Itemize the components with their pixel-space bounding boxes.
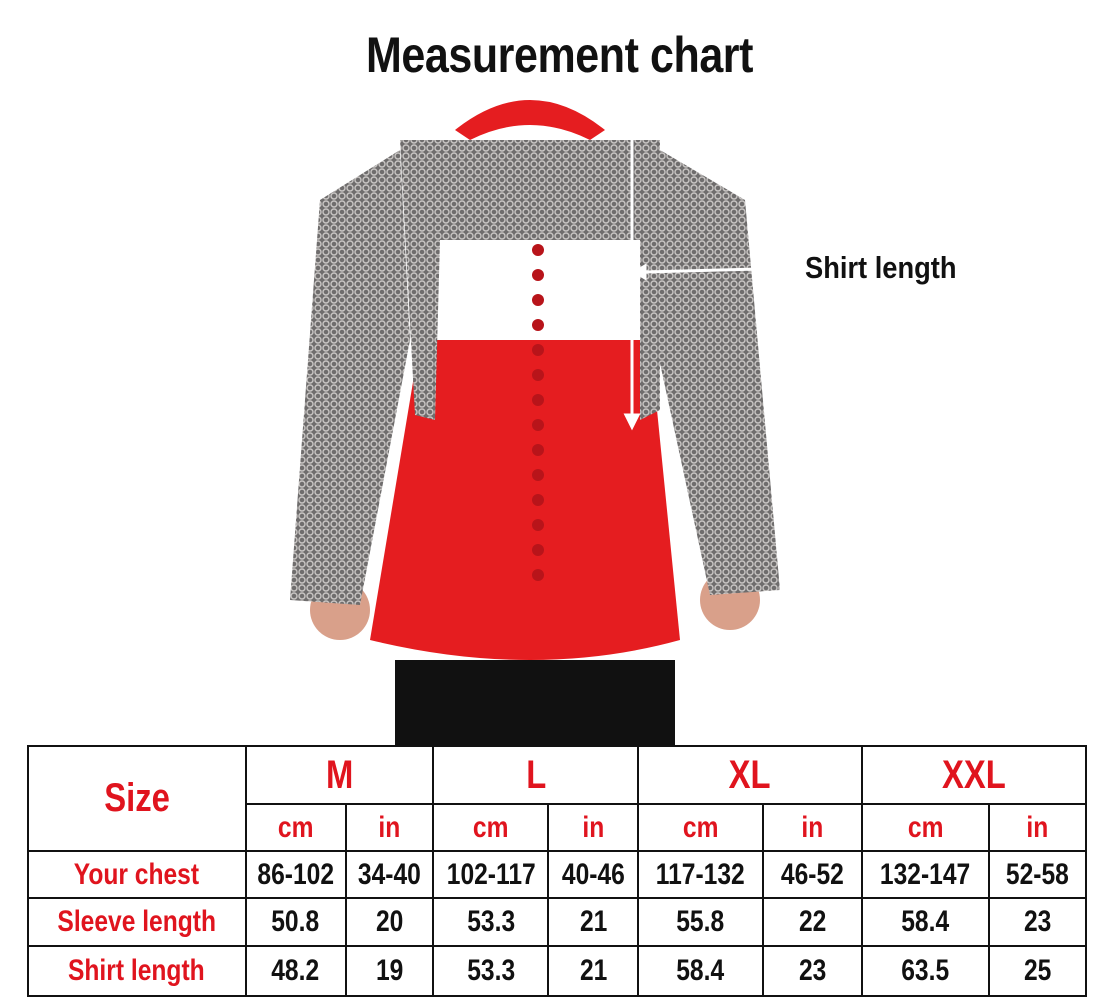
cell: 34-40	[344, 850, 435, 899]
table-row-shirt: Shirt length 48.2 19 53.3 21 58.4 23 63.…	[27, 945, 1087, 997]
cell: 50.8	[244, 897, 347, 947]
cell: 23	[988, 897, 1087, 947]
size-xxl-header: XXL	[860, 745, 1088, 805]
size-table: Size M L XL XXL cm in cm in cm in cm in …	[27, 745, 1088, 997]
cell: 63.5	[860, 945, 991, 997]
unit-cm: cm	[432, 803, 550, 852]
size-m-header: M	[244, 745, 435, 805]
product-photo-mail-shirt	[290, 100, 796, 745]
size-xl-header: XL	[637, 745, 863, 805]
cell: 58.4	[637, 945, 764, 997]
cell: 40-46	[547, 850, 640, 899]
toggle-buttons	[532, 244, 544, 581]
shirt-length-annotation: Shirt length	[805, 250, 957, 285]
collar	[455, 100, 605, 140]
trousers	[395, 660, 675, 745]
shirt-length-arrow	[623, 114, 796, 431]
row-label: Shirt length	[27, 945, 247, 997]
cell: 53.3	[432, 897, 550, 947]
cell: 46-52	[761, 850, 863, 899]
unit-in: in	[547, 803, 640, 852]
cell: 48.2	[244, 945, 347, 997]
table-row-sleeve: Sleeve length 50.8 20 53.3 21 55.8 22 58…	[27, 897, 1087, 947]
cell: 22	[761, 897, 863, 947]
cell: 21	[547, 945, 640, 997]
cell: 55.8	[637, 897, 764, 947]
unit-in: in	[988, 803, 1087, 852]
unit-cm: cm	[244, 803, 347, 852]
table-row-chest: Your chest 86-102 34-40 102-117 40-46 11…	[27, 850, 1087, 899]
row-label: Sleeve length	[27, 897, 247, 947]
cell: 132-147	[860, 850, 991, 899]
cell: 25	[988, 945, 1087, 997]
unit-in: in	[344, 803, 435, 852]
cell: 53.3	[432, 945, 550, 997]
left-sleeve	[290, 150, 410, 605]
mail-torso	[400, 140, 660, 420]
gambeson	[370, 340, 680, 660]
size-l-header: L	[432, 745, 640, 805]
cell: 20	[344, 897, 435, 947]
unit-cm: cm	[860, 803, 991, 852]
size-header: Size	[27, 745, 247, 852]
cell: 102-117	[432, 850, 550, 899]
cell: 23	[761, 945, 863, 997]
cell: 21	[547, 897, 640, 947]
cell: 58.4	[860, 897, 991, 947]
cell: 86-102	[244, 850, 347, 899]
cell: 117-132	[637, 850, 764, 899]
unit-in: in	[761, 803, 863, 852]
unit-cm: cm	[637, 803, 764, 852]
row-label: Your chest	[27, 850, 247, 899]
right-sleeve	[655, 150, 780, 595]
cell: 19	[344, 945, 435, 997]
page-title: Measurement chart	[366, 27, 753, 83]
cell: 52-58	[988, 850, 1087, 899]
